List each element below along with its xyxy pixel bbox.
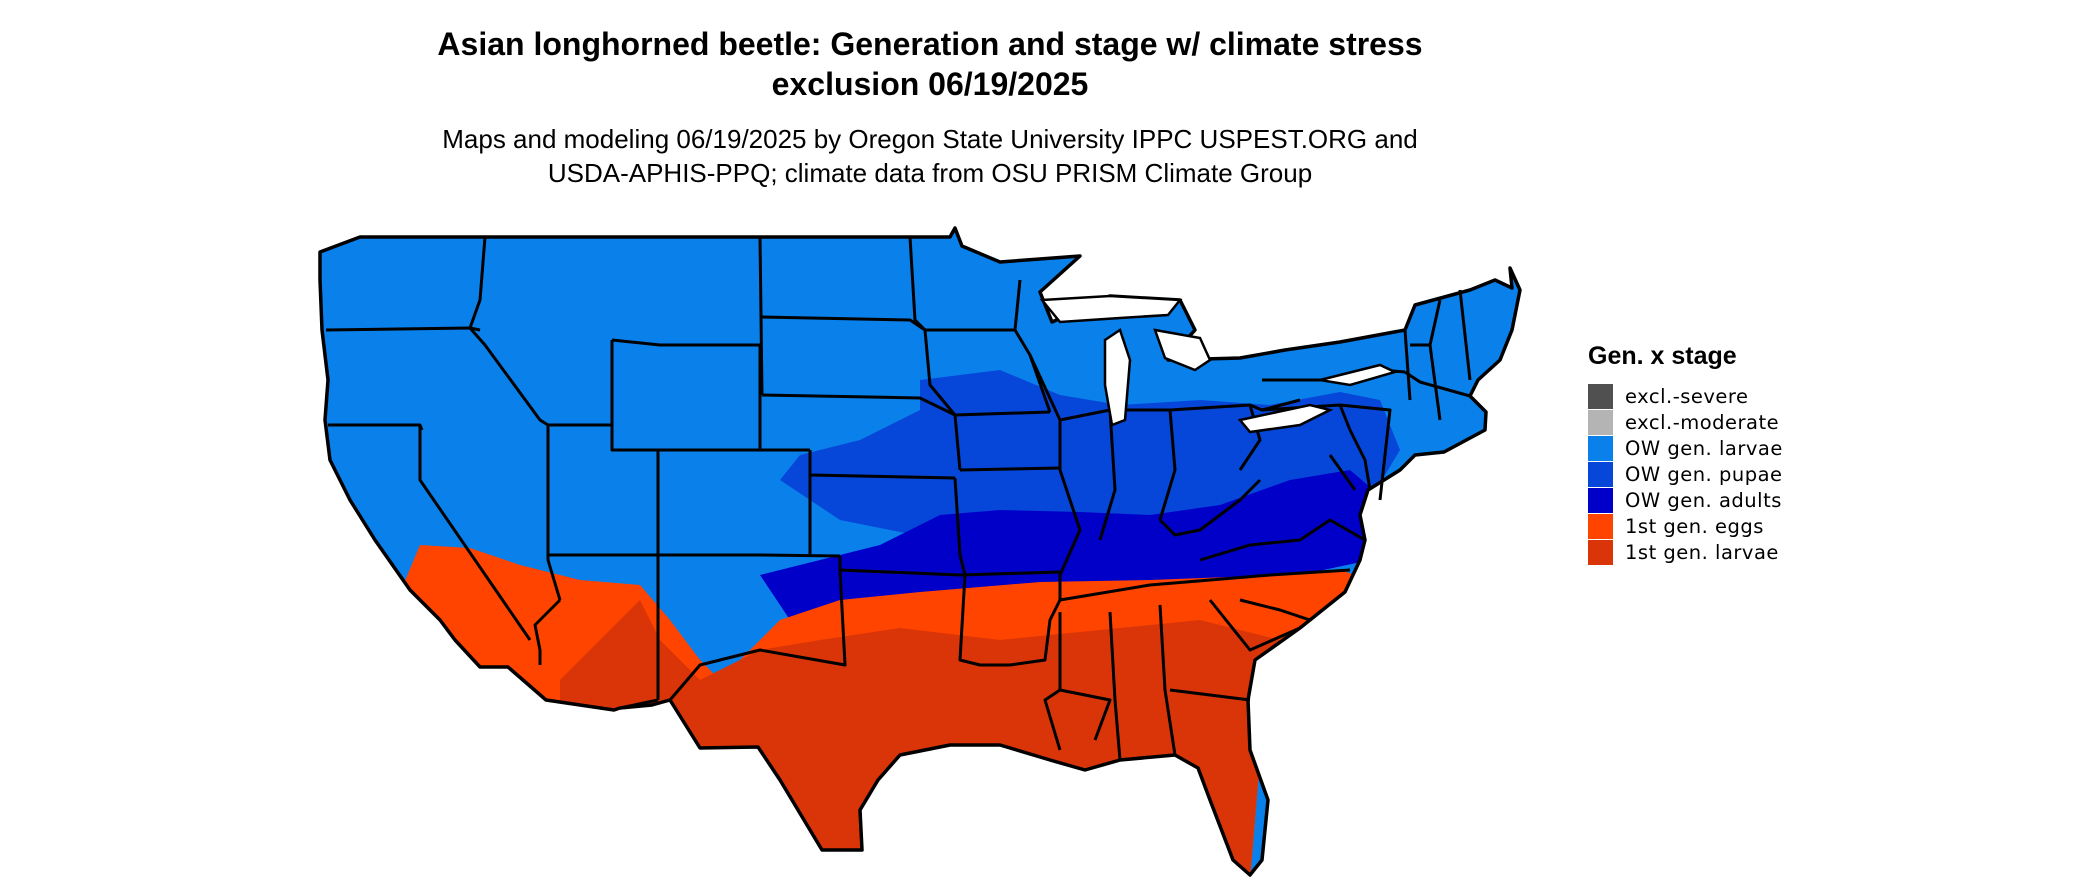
legend-swatch	[1588, 383, 1613, 409]
map-subtitle-line2: USDA-APHIS-PPQ; climate data from OSU PR…	[547, 158, 1313, 188]
map-subtitle: Maps and modeling 06/19/2025 by Oregon S…	[0, 122, 1860, 190]
great-lakes	[1039, 294, 1399, 434]
legend-item: excl.-moderate	[1588, 409, 1783, 435]
legend-swatch	[1588, 539, 1613, 565]
legend-label: 1st gen. eggs	[1625, 514, 1764, 538]
legend-item: excl.-severe	[1588, 383, 1783, 409]
map-subtitle-line1: Maps and modeling 06/19/2025 by Oregon S…	[442, 124, 1418, 154]
legend-label: excl.-severe	[1625, 384, 1749, 408]
legend-item: 1st gen. larvae	[1588, 539, 1783, 565]
map-title: Asian longhorned beetle: Generation and …	[0, 24, 1860, 104]
legend: Gen. x stage excl.-severe excl.-moderate…	[1588, 342, 1783, 565]
legend-label: OW gen. pupae	[1625, 462, 1783, 486]
legend-item: 1st gen. eggs	[1588, 513, 1783, 539]
legend-item: OW gen. larvae	[1588, 435, 1783, 461]
legend-swatch	[1588, 435, 1613, 461]
legend-item: OW gen. adults	[1588, 487, 1783, 513]
legend-swatch	[1588, 409, 1613, 435]
legend-swatch	[1588, 487, 1613, 513]
map-title-line2: exclusion 06/19/2025	[771, 66, 1089, 102]
legend-label: excl.-moderate	[1625, 410, 1780, 434]
map-title-line1: Asian longhorned beetle: Generation and …	[437, 26, 1423, 62]
legend-label: OW gen. adults	[1625, 488, 1782, 512]
legend-swatch	[1588, 513, 1613, 539]
legend-label: OW gen. larvae	[1625, 436, 1783, 460]
state-borders	[325, 236, 1472, 761]
legend-swatch	[1588, 461, 1613, 487]
legend-label: 1st gen. larvae	[1625, 540, 1779, 564]
legend-title: Gen. x stage	[1588, 342, 1737, 370]
legend-item: OW gen. pupae	[1588, 461, 1783, 487]
legend-items: excl.-severe excl.-moderate OW gen. larv…	[1588, 383, 1783, 565]
